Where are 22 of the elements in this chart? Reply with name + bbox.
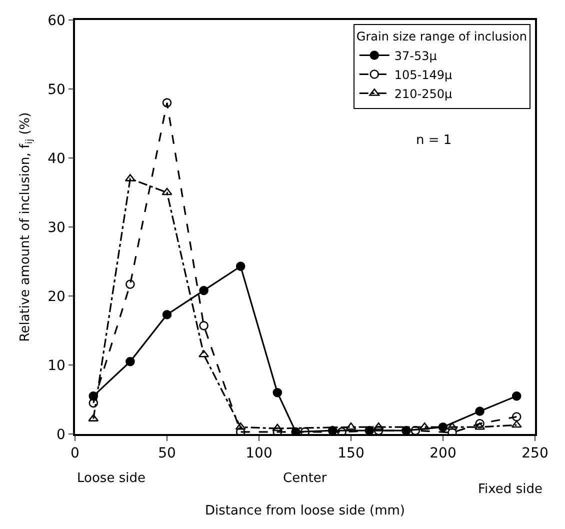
text: Loose side bbox=[77, 471, 146, 486]
x-axis-title: Distance from loose side (mm) bbox=[204, 504, 406, 519]
y-tick-label: 50 bbox=[48, 82, 66, 98]
text: Fixed side bbox=[478, 482, 542, 497]
x-tick-label: 150 bbox=[338, 446, 364, 462]
x-tick-label: 200 bbox=[430, 446, 456, 462]
x-tick-label: 250 bbox=[522, 446, 548, 462]
legend-label: 105-149μ bbox=[394, 68, 453, 82]
y-tick-label: 20 bbox=[48, 288, 66, 305]
y-tick-label: 0 bbox=[56, 426, 66, 443]
y-tick-label: 40 bbox=[48, 150, 66, 167]
y-tick-label: 60 bbox=[48, 12, 66, 29]
x-tick-label: 100 bbox=[246, 446, 272, 462]
y-tick-label: 10 bbox=[48, 358, 66, 374]
x-tick-label: 50 bbox=[158, 446, 176, 462]
legend-title: Grain size range of inclusion bbox=[356, 30, 527, 44]
y-tick-label: 30 bbox=[48, 220, 66, 236]
annotation: n = 1 bbox=[416, 133, 452, 148]
x-tick-label: 0 bbox=[70, 446, 80, 462]
text: Center bbox=[283, 471, 328, 486]
legend-label: 210-250μ bbox=[394, 86, 453, 101]
legend-label: 37-53μ bbox=[394, 48, 438, 63]
